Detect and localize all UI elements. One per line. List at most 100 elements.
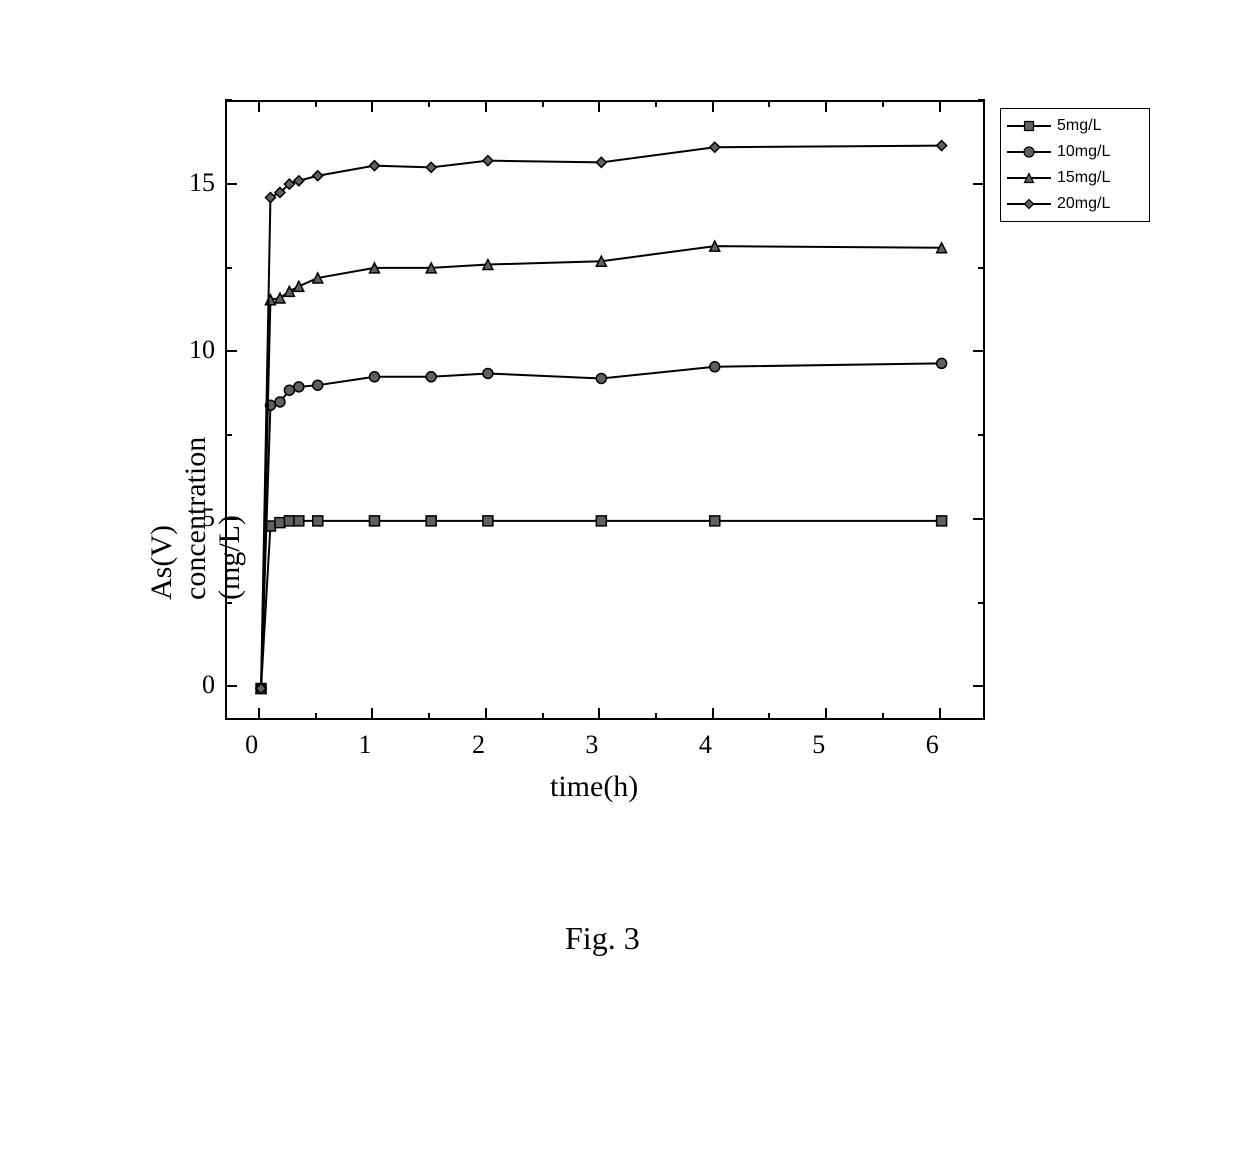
- x-tick-major-top: [598, 100, 600, 112]
- marker: [483, 516, 493, 526]
- y-tick-minor: [225, 267, 232, 269]
- y-tick-minor-right: [978, 602, 985, 604]
- x-tick-minor-top: [315, 100, 317, 107]
- legend-swatch: [1007, 169, 1051, 187]
- x-tick-major-top: [712, 100, 714, 112]
- x-tick-label: 6: [926, 730, 939, 760]
- marker-circle: [313, 380, 323, 390]
- x-tick-minor: [882, 713, 884, 720]
- x-tick-label: 2: [472, 730, 485, 760]
- marker: [284, 516, 294, 526]
- x-tick-minor: [428, 713, 430, 720]
- x-tick-minor: [542, 713, 544, 720]
- series-line: [261, 246, 942, 688]
- marker: [596, 516, 606, 526]
- y-tick-major-right: [973, 350, 985, 352]
- marker: [265, 193, 275, 203]
- marker: [369, 516, 379, 526]
- marker: [426, 516, 436, 526]
- x-tick-minor-top: [768, 100, 770, 107]
- x-tick-label: 4: [699, 730, 712, 760]
- x-tick-major: [485, 708, 487, 720]
- x-tick-major: [371, 708, 373, 720]
- marker-circle: [596, 373, 606, 383]
- marker-circle: [294, 382, 304, 392]
- x-tick-minor-top: [428, 100, 430, 107]
- y-tick-minor: [225, 99, 232, 101]
- marker-circle: [275, 397, 285, 407]
- marker-circle: [284, 385, 294, 395]
- x-tick-label: 5: [812, 730, 825, 760]
- marker: [313, 171, 323, 181]
- marker: [710, 142, 720, 152]
- x-tick-major-top: [258, 100, 260, 112]
- legend-row: 15mg/L: [1007, 165, 1143, 191]
- x-tick-label: 1: [359, 730, 372, 760]
- marker: [313, 516, 323, 526]
- x-tick-minor-top: [655, 100, 657, 107]
- legend-swatch: [1007, 143, 1051, 161]
- y-tick-label: 0: [175, 670, 215, 700]
- x-tick-label: 0: [245, 730, 258, 760]
- x-tick-major: [258, 708, 260, 720]
- figure-caption: Fig. 3: [565, 920, 640, 957]
- y-axis-label: As(V) concentration (mg/L): [145, 437, 247, 600]
- marker-circle: [483, 368, 493, 378]
- y-tick-major: [225, 183, 237, 185]
- x-tick-major-top: [371, 100, 373, 112]
- marker-circle: [937, 358, 947, 368]
- x-tick-major: [825, 708, 827, 720]
- marker: [284, 286, 294, 296]
- marker: [483, 156, 493, 166]
- legend-label: 15mg/L: [1057, 169, 1110, 187]
- legend-row: 20mg/L: [1007, 191, 1143, 217]
- x-tick-major-top: [485, 100, 487, 112]
- y-tick-major: [225, 350, 237, 352]
- marker: [294, 516, 304, 526]
- legend-row: 5mg/L: [1007, 113, 1143, 139]
- marker: [294, 176, 304, 186]
- y-tick-minor-right: [978, 434, 985, 436]
- y-tick-minor-right: [978, 267, 985, 269]
- x-tick-major: [939, 708, 941, 720]
- legend: 5mg/L 10mg/L 15mg/L 20mg/L: [1000, 108, 1150, 222]
- marker: [369, 161, 379, 171]
- x-tick-minor: [655, 713, 657, 720]
- x-tick-major: [712, 708, 714, 720]
- plot-svg: [227, 102, 987, 722]
- x-tick-minor: [315, 713, 317, 720]
- legend-swatch: [1007, 195, 1051, 213]
- series-line: [261, 521, 942, 689]
- marker: [596, 157, 606, 167]
- legend-label: 5mg/L: [1057, 117, 1101, 135]
- x-tick-major-top: [939, 100, 941, 112]
- marker: [294, 281, 304, 291]
- plot-area: [225, 100, 985, 720]
- x-tick-minor-top: [542, 100, 544, 107]
- y-tick-minor-right: [978, 99, 985, 101]
- y-tick-major-right: [973, 518, 985, 520]
- legend-swatch: [1007, 117, 1051, 135]
- y-tick-major: [225, 685, 237, 687]
- y-tick-minor: [225, 602, 232, 604]
- x-axis-label: time(h): [550, 770, 638, 804]
- page: 0123456 051015 time(h) As(V) concentrati…: [0, 0, 1240, 1154]
- legend-label: 20mg/L: [1057, 195, 1110, 213]
- marker-circle: [710, 362, 720, 372]
- x-tick-label: 3: [585, 730, 598, 760]
- legend-row: 10mg/L: [1007, 139, 1143, 165]
- y-tick-major-right: [973, 183, 985, 185]
- y-tick-label: 10: [175, 335, 215, 365]
- x-tick-minor: [768, 713, 770, 720]
- y-tick-label: 15: [175, 168, 215, 198]
- marker: [710, 516, 720, 526]
- marker: [937, 516, 947, 526]
- marker: [426, 162, 436, 172]
- y-tick-major-right: [973, 685, 985, 687]
- marker-circle: [369, 372, 379, 382]
- x-tick-major-top: [825, 100, 827, 112]
- series-line: [261, 146, 942, 689]
- marker-circle: [426, 372, 436, 382]
- legend-label: 10mg/L: [1057, 143, 1110, 161]
- marker: [275, 518, 285, 528]
